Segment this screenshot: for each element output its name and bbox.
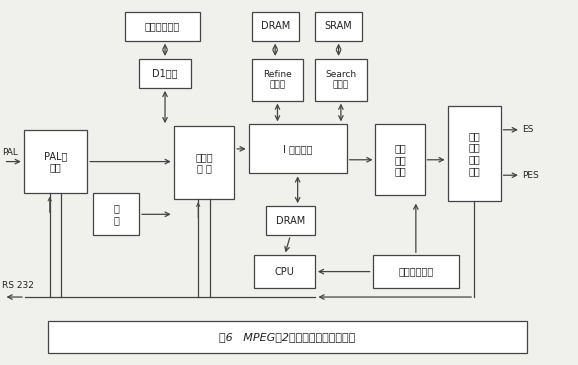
Bar	[93, 193, 139, 235]
Text: 图6   MPEG－2视频编码器硬件原理图: 图6 MPEG－2视频编码器硬件原理图	[219, 332, 355, 342]
Bar	[254, 255, 315, 288]
Bar	[315, 59, 367, 101]
Bar	[373, 255, 459, 288]
Bar	[376, 124, 424, 195]
Text: 帧
存: 帧 存	[113, 204, 119, 225]
Bar	[315, 12, 362, 41]
Text: DRAM: DRAM	[276, 216, 305, 226]
Bar	[251, 12, 299, 41]
Bar	[139, 59, 191, 88]
Text: 输入
输出
控制
部分: 输入 输出 控制 部分	[468, 131, 480, 176]
Bar	[249, 124, 347, 173]
Text: 数字视频设备: 数字视频设备	[144, 21, 180, 31]
Text: PES: PES	[523, 171, 539, 180]
Bar	[251, 59, 303, 101]
Bar	[24, 130, 87, 193]
Bar	[48, 321, 527, 353]
Text: 输入输出缓存: 输入输出缓存	[398, 266, 434, 277]
Text: PAL: PAL	[2, 148, 18, 157]
Text: RS 232: RS 232	[2, 281, 34, 291]
Text: 前处理
模 块: 前处理 模 块	[195, 152, 213, 173]
Text: I 帧编码器: I 帧编码器	[283, 144, 312, 154]
Bar	[173, 126, 234, 199]
Bar	[447, 106, 501, 201]
Text: CPU: CPU	[275, 266, 295, 277]
Text: ES: ES	[523, 125, 534, 134]
Text: 输入
输出
缓存: 输入 输出 缓存	[394, 143, 406, 176]
Text: Refine
处理器: Refine 处理器	[263, 70, 292, 89]
Bar	[266, 206, 315, 235]
Bar	[125, 12, 199, 41]
Text: D1接口: D1接口	[152, 68, 178, 78]
Text: DRAM: DRAM	[261, 21, 290, 31]
Text: Search
处理器: Search 处理器	[325, 70, 357, 89]
Text: PAL解
码器: PAL解 码器	[44, 151, 67, 172]
Text: SRAM: SRAM	[325, 21, 353, 31]
